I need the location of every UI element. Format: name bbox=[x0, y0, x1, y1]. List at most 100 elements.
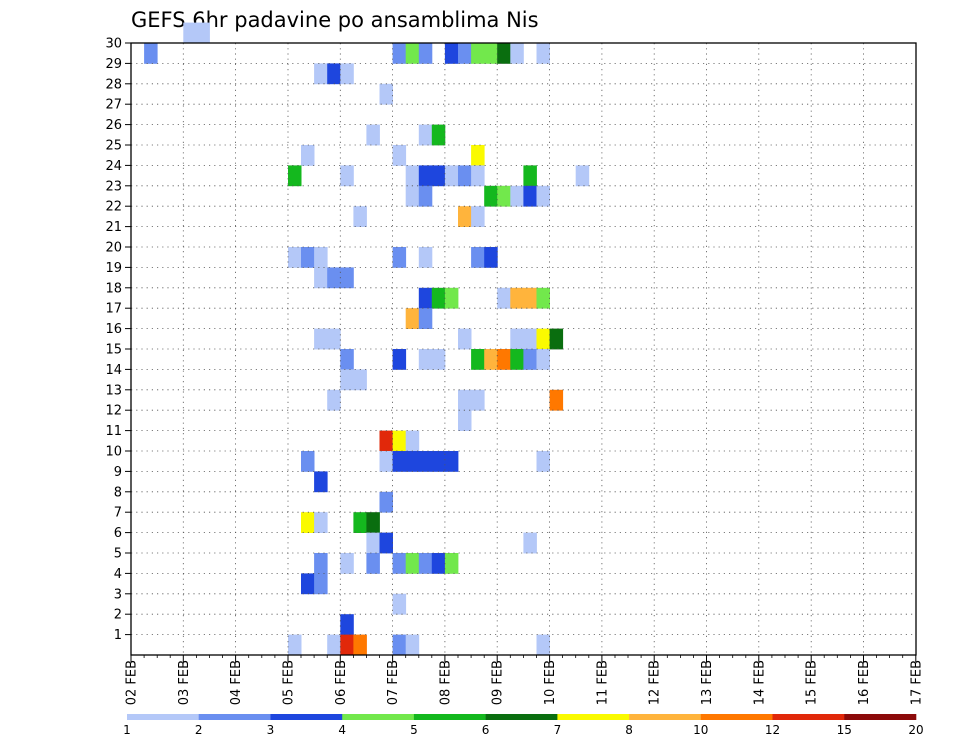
heatmap-cell bbox=[444, 451, 459, 472]
heatmap-cell bbox=[379, 532, 393, 554]
heatmap-cell bbox=[510, 328, 524, 350]
heatmap-cell bbox=[458, 165, 472, 187]
heatmap-cell bbox=[392, 593, 407, 615]
heatmap-cell bbox=[484, 349, 498, 370]
heatmap-cell bbox=[366, 532, 380, 554]
y-tick-label: 5 bbox=[114, 547, 122, 562]
colorbar-label: 7 bbox=[554, 723, 562, 737]
heatmap-cell bbox=[458, 328, 472, 350]
heatmap-cell bbox=[497, 43, 511, 64]
heatmap-cell bbox=[418, 165, 433, 187]
colorbar-label: 12 bbox=[765, 723, 780, 737]
heatmap-cell bbox=[431, 287, 446, 309]
heatmap-cell bbox=[288, 165, 302, 187]
heatmap-cell bbox=[340, 634, 354, 656]
heatmap-cell bbox=[327, 63, 341, 85]
colorbar-swatch bbox=[772, 714, 845, 720]
heatmap-cell bbox=[418, 308, 433, 329]
y-tick-label: 17 bbox=[105, 302, 122, 317]
heatmap-cell bbox=[549, 328, 564, 350]
heatmap-cell bbox=[366, 512, 380, 533]
heatmap-cell bbox=[327, 267, 341, 289]
heatmap-cell bbox=[379, 83, 393, 105]
heatmap-cell bbox=[536, 451, 550, 472]
heatmap-cell bbox=[418, 553, 433, 574]
x-tick-label: 16 FEB bbox=[857, 660, 872, 705]
heatmap-cell bbox=[471, 43, 485, 64]
heatmap-cell bbox=[523, 165, 537, 187]
heatmap-cell bbox=[183, 22, 197, 44]
y-tick-label: 30 bbox=[105, 37, 122, 52]
heatmap-cell bbox=[144, 43, 158, 64]
heatmap-cell bbox=[340, 267, 354, 289]
heatmap-cell bbox=[418, 247, 433, 268]
heatmap-cell bbox=[353, 512, 367, 533]
heatmap-cell bbox=[340, 165, 354, 187]
heatmap-cell bbox=[510, 43, 524, 64]
heatmap-cell bbox=[314, 471, 328, 493]
heatmap-cell bbox=[418, 451, 433, 472]
heatmap-cell bbox=[444, 43, 459, 64]
colorbar-swatch bbox=[557, 714, 630, 720]
y-tick-label: 29 bbox=[105, 57, 122, 72]
heatmap-cell bbox=[392, 247, 407, 268]
x-tick-label: 05 FEB bbox=[282, 660, 297, 705]
heatmap-cell bbox=[340, 553, 354, 574]
heatmap-cell bbox=[314, 512, 328, 533]
heatmap-cell bbox=[301, 573, 315, 595]
heatmap-cell bbox=[392, 145, 407, 166]
heatmap-cell bbox=[392, 451, 407, 472]
heatmap-cell bbox=[471, 145, 485, 166]
x-tick-label: 08 FEB bbox=[438, 660, 453, 705]
heatmap-cell bbox=[405, 185, 420, 207]
x-tick-label: 12 FEB bbox=[648, 660, 663, 705]
y-tick-label: 15 bbox=[105, 343, 122, 358]
heatmap-cell bbox=[431, 124, 446, 146]
x-tick-label: 04 FEB bbox=[229, 660, 244, 705]
y-tick-label: 6 bbox=[114, 526, 122, 541]
heatmap-cell bbox=[549, 389, 564, 411]
y-tick-label: 22 bbox=[105, 200, 122, 215]
heatmap-cell bbox=[340, 369, 354, 391]
x-tick-label: 03 FEB bbox=[177, 660, 192, 705]
colorbar-label: 4 bbox=[338, 723, 346, 737]
heatmap-cell bbox=[523, 532, 537, 554]
colorbar: 1 2 3 4 5 6 7 8 10 12 15 20 bbox=[123, 714, 924, 737]
heatmap-cell bbox=[431, 349, 446, 370]
y-tick-label: 11 bbox=[105, 424, 122, 439]
x-axis: 02 FEB 03 FEB 04 FEB 05 FEB 06 FEB 07 FEB 08 F… bbox=[125, 655, 924, 705]
heatmap-cell bbox=[392, 430, 407, 452]
x-tick-label: 02 FEB bbox=[125, 660, 140, 705]
heatmap-cell bbox=[418, 124, 433, 146]
heatmap-cell bbox=[536, 287, 550, 309]
heatmap-cell bbox=[379, 451, 393, 472]
colorbar-swatch bbox=[198, 714, 271, 720]
x-tick-label: 10 FEB bbox=[543, 660, 558, 705]
heatmap-cell bbox=[340, 349, 354, 370]
heatmap-cell bbox=[471, 165, 485, 187]
heatmap-cell bbox=[314, 328, 328, 350]
heatmap-cell bbox=[301, 512, 315, 533]
heatmap-cell bbox=[418, 185, 433, 207]
heatmap-cell bbox=[444, 287, 459, 309]
colorbar-label: 2 bbox=[195, 723, 203, 737]
y-tick-label: 23 bbox=[105, 179, 122, 194]
heatmap-cell bbox=[379, 491, 393, 513]
heatmap-cell bbox=[471, 247, 485, 268]
x-tick-label: 13 FEB bbox=[700, 660, 715, 705]
heatmap-cell bbox=[353, 206, 367, 227]
colorbar-label: 8 bbox=[625, 723, 633, 737]
heatmap-cell bbox=[458, 410, 472, 431]
colorbar-swatch bbox=[413, 714, 486, 720]
heatmap-cell bbox=[536, 634, 550, 656]
y-tick-label: 18 bbox=[105, 281, 122, 296]
heatmap-cell bbox=[510, 349, 524, 370]
heatmap-cell bbox=[523, 349, 537, 370]
heatmap-cell bbox=[392, 634, 407, 656]
colorbar-swatch bbox=[127, 714, 199, 720]
heatmap-cell bbox=[536, 349, 550, 370]
y-tick-label: 21 bbox=[105, 220, 122, 235]
heatmap-cell bbox=[405, 430, 420, 452]
heatmap-cell bbox=[405, 165, 420, 187]
heatmap-cell bbox=[458, 389, 472, 411]
